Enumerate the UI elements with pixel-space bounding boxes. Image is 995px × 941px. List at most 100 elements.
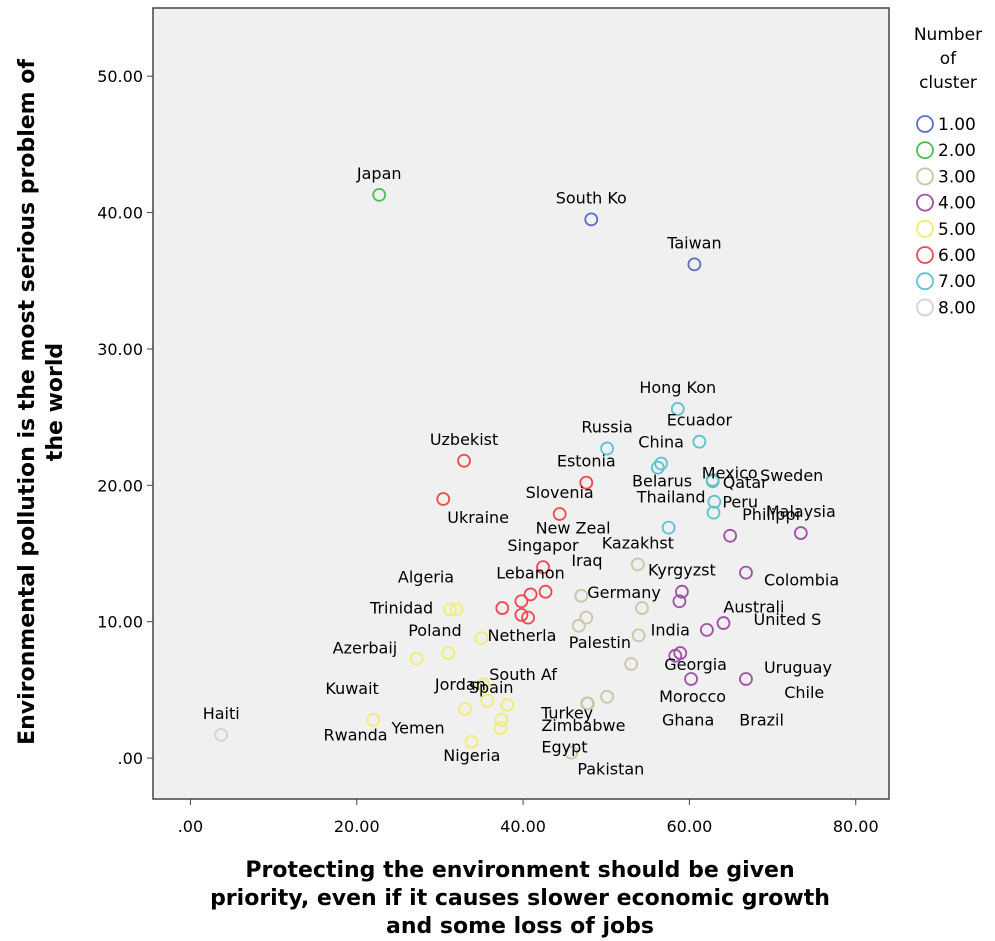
legend-marker — [916, 298, 934, 317]
point-label: Thailand — [636, 488, 706, 507]
data-point — [650, 460, 665, 475]
legend-label: 2.00 — [938, 141, 976, 161]
data-point — [687, 257, 702, 272]
point-label: Mexico — [702, 464, 758, 483]
data-point — [705, 474, 720, 489]
y-tick-label: 10.00 — [97, 613, 143, 632]
point-label: Kuwait — [325, 679, 378, 698]
data-point — [500, 697, 515, 712]
point-label: Kyrgyzst — [648, 561, 716, 580]
y-tick-label: .00 — [118, 749, 143, 768]
annotation-label: Zimbabwe — [541, 716, 625, 735]
data-point — [441, 646, 456, 660]
data-point — [523, 587, 538, 602]
legend-marker — [916, 193, 934, 212]
point-label: New Zeal — [536, 519, 611, 538]
point-label: Palestin — [569, 633, 631, 652]
data-point — [624, 657, 639, 671]
legend: Number of cluster 1.00 2.00 3.00 4.00 5.00 6.00 7… — [914, 25, 982, 318]
point-labels: Haiti Japan South Ko Taiwan Hong Kon Russia Ec… — [203, 164, 839, 779]
annotation-label: Belarus — [632, 472, 692, 491]
annotation-label: Rwanda — [323, 725, 387, 744]
point-label: Haiti — [203, 704, 240, 723]
point-label: South Af — [489, 665, 557, 684]
data-point — [564, 745, 579, 760]
y-axis-title: Environmental pollution is the most seri… — [15, 59, 68, 745]
data-point — [584, 212, 599, 227]
legend-label: 4.00 — [938, 194, 976, 214]
data-points — [214, 187, 808, 760]
data-point — [214, 728, 229, 742]
data-point — [436, 492, 451, 506]
data-point — [793, 526, 808, 540]
x-axis-title-line-2: priority, even if it causes slower econo… — [210, 886, 830, 911]
legend-label: 1.00 — [938, 115, 976, 135]
point-label: China — [638, 433, 684, 452]
x-tick-label: 20.00 — [334, 817, 380, 836]
annotation-label: Chile — [784, 683, 824, 702]
data-point — [716, 616, 731, 630]
point-label: South Ko — [556, 188, 627, 207]
point-label: Uruguay — [764, 658, 832, 677]
point-label: Georgia — [664, 655, 727, 674]
point-label: Colombia — [764, 571, 839, 590]
data-point — [474, 631, 489, 645]
point-label: Malaysia — [766, 502, 836, 521]
point-label: Taiwan — [666, 233, 721, 252]
y-axis-title-line-1: Environmental pollution is the most seri… — [15, 59, 40, 745]
legend-marker — [916, 115, 934, 133]
data-point — [449, 602, 464, 617]
data-point — [493, 721, 508, 735]
y-tick-label: 20.00 — [97, 476, 143, 495]
annotation-label: Trinidad — [369, 599, 433, 618]
data-point — [372, 187, 387, 202]
x-axis-ticks: .00 20.00 40.00 60.00 80.00 — [178, 799, 879, 836]
legend-label: 3.00 — [938, 167, 976, 187]
data-point — [495, 601, 510, 615]
point-label: Ukraine — [447, 508, 509, 527]
legend-marker — [916, 219, 934, 238]
y-tick-label: 50.00 — [97, 67, 143, 86]
data-point — [580, 696, 595, 711]
annotation-label: Sweden — [760, 466, 823, 485]
data-point — [668, 648, 683, 663]
data-point — [574, 588, 589, 603]
y-tick-label: 30.00 — [97, 340, 143, 359]
data-point — [699, 622, 714, 637]
data-point — [692, 434, 707, 449]
data-point — [442, 602, 457, 617]
x-axis-title-line-3: and some loss of jobs — [386, 914, 654, 939]
data-point — [464, 734, 479, 749]
point-label: Pakistan — [577, 760, 644, 779]
data-point — [457, 453, 471, 468]
plot-area — [152, 7, 890, 800]
data-point — [521, 610, 535, 625]
legend-label: 6.00 — [938, 246, 976, 266]
point-label: Algeria — [398, 567, 454, 586]
x-axis-title-line-1: Protecting the environment should be giv… — [245, 858, 794, 883]
x-tick-label: 60.00 — [667, 817, 713, 836]
data-point — [670, 402, 685, 416]
point-label: India — [651, 620, 690, 639]
data-point — [552, 507, 567, 521]
point-label: Japan — [356, 164, 402, 183]
data-point — [409, 651, 424, 666]
data-point — [579, 610, 594, 625]
data-point — [476, 677, 491, 692]
point-label: Turkey — [540, 704, 593, 723]
data-point — [536, 560, 550, 575]
annotation-label: Iraq — [571, 551, 602, 570]
point-label: Uzbekist — [430, 430, 498, 449]
point-label: Estonia — [557, 452, 616, 471]
point-label: Philippi — [742, 505, 800, 524]
point-label: Yemen — [391, 719, 445, 738]
legend-label: 5.00 — [938, 220, 976, 240]
x-tick-label: 80.00 — [833, 817, 879, 836]
point-label: Slovenia — [526, 483, 594, 502]
x-tick-label: .00 — [178, 817, 203, 836]
point-label: Peru — [722, 493, 758, 512]
legend-marker — [916, 246, 934, 264]
x-tick-label: 40.00 — [500, 817, 546, 836]
legend-title: of — [940, 49, 957, 69]
annotation-label: Nigeria — [443, 746, 500, 765]
